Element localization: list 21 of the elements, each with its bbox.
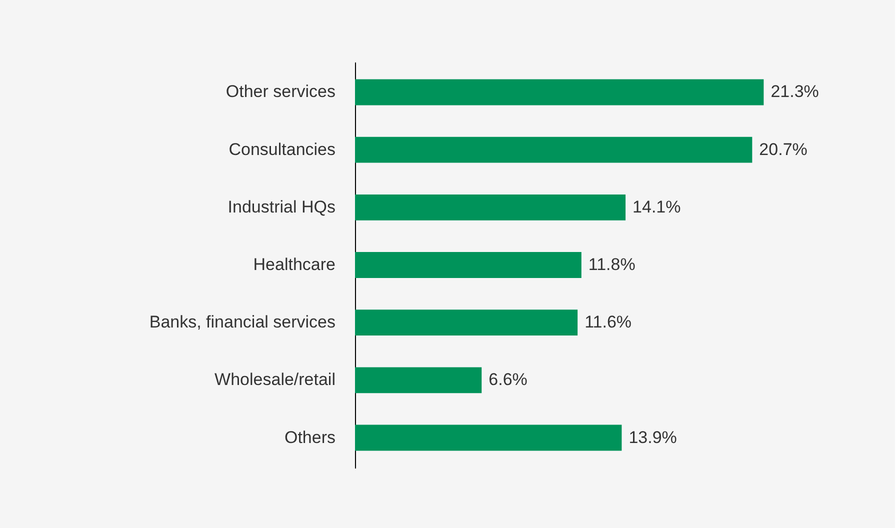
bar [355, 367, 482, 394]
data-label: 6.6% [488, 370, 528, 390]
bar [355, 310, 578, 336]
data-label: 14.1% [632, 197, 681, 216]
data-label: 21.3% [770, 82, 819, 102]
bar [355, 79, 764, 106]
bar [355, 424, 622, 451]
y-tick-label: Others [284, 428, 336, 447]
bar [355, 194, 626, 220]
bar [355, 136, 752, 163]
data-label: 11.8% [588, 255, 636, 274]
y-tick-label: Other services [226, 82, 336, 102]
data-label: 20.7% [759, 140, 808, 159]
y-tick-label: Consultancies [228, 140, 336, 159]
bar [355, 252, 582, 278]
y-tick-label: Industrial HQs [228, 197, 336, 216]
y-tick-label: Banks, financial services [149, 312, 336, 332]
data-label: 13.9% [628, 428, 677, 447]
data-label: 11.6% [584, 312, 632, 332]
y-tick-label: Wholesale/retail [214, 370, 336, 390]
y-tick-label: Healthcare [253, 255, 336, 274]
